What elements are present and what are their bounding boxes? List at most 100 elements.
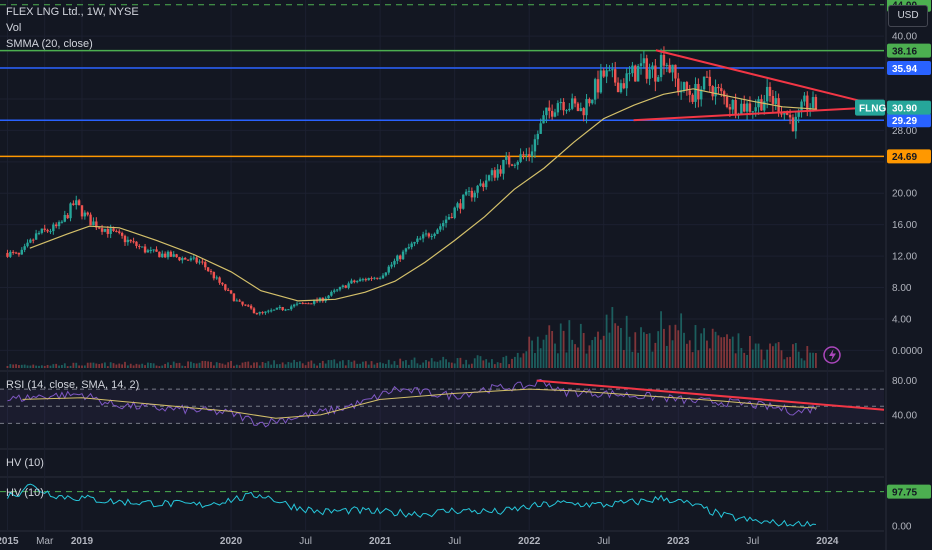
candle-body [287, 309, 290, 311]
candle-body [158, 251, 161, 258]
level-price-tag-label: 35.94 [892, 64, 917, 75]
candle-body [361, 279, 365, 281]
candle-body [427, 233, 431, 237]
volume-bar [390, 364, 393, 368]
volume-bar [78, 365, 81, 368]
candle-body [103, 228, 107, 232]
volume-bar [803, 360, 806, 368]
candle-body [651, 65, 654, 70]
candle-body [682, 82, 686, 91]
candle-body [226, 289, 230, 291]
volume-bar [264, 362, 267, 368]
candle-body [731, 99, 734, 110]
candle-body [390, 264, 393, 267]
volume-bar [746, 354, 748, 368]
level-price-tag [887, 61, 931, 76]
level-price-tag-label: 29.29 [892, 116, 917, 127]
candle-body [814, 97, 818, 111]
volume-bar [161, 365, 164, 368]
candle-body [765, 86, 769, 102]
volume-bar [20, 364, 23, 368]
rsi-legend[interactable]: RSI (14, close, SMA, 14, 2) [6, 379, 140, 391]
candle-body [539, 123, 542, 134]
candle-body [424, 233, 428, 235]
last-price-tag [887, 100, 931, 115]
time-axis[interactable]: 2015 Mar 2019 2020 Jul 2021 Jul 2022 Jul 2023 Jul 2… [0, 536, 839, 547]
level-price-tag [887, 43, 931, 58]
volume-bar [69, 365, 72, 368]
volume-bar [66, 366, 69, 368]
volume-bar [224, 364, 227, 368]
volume-bar [38, 365, 40, 368]
candle-body [95, 221, 98, 228]
candle-body [295, 303, 299, 305]
volume-bar [551, 330, 554, 368]
volume-bar [359, 363, 361, 368]
candle-body [232, 293, 236, 301]
volume-bar [152, 363, 155, 368]
volume-bar [642, 332, 645, 368]
candle-body [614, 69, 617, 83]
level-lines-layer [0, 4, 884, 158]
symbol-title[interactable]: FLEX LNG Ltd., 1W, NYSE [6, 6, 139, 18]
volume-bar [568, 320, 571, 368]
volume-legend[interactable]: Vol [6, 22, 22, 34]
grid-layer [0, 0, 884, 531]
candle-body [330, 291, 333, 296]
candle-body [269, 310, 273, 312]
volume-bar [298, 361, 301, 368]
volume-bar [708, 348, 711, 368]
candle-body [579, 108, 583, 112]
rsi-trendline [536, 379, 885, 411]
volume-bar [571, 339, 574, 368]
volume-bar [436, 361, 439, 368]
candle-body [556, 103, 560, 113]
candle-body [674, 64, 677, 79]
volume-bar [370, 361, 373, 368]
volume-bar [462, 364, 465, 368]
hv-legend[interactable]: HV (10) [6, 487, 44, 499]
candle-body [100, 228, 104, 232]
volume-bar [422, 362, 425, 368]
candle-body [235, 300, 238, 302]
volume-bar [582, 332, 585, 368]
volume-bar [706, 340, 708, 368]
volume-bar [663, 328, 665, 368]
candle-body [416, 238, 419, 242]
volume-bar [628, 336, 631, 368]
volume-bar [138, 364, 141, 368]
volume-bar [671, 340, 674, 368]
candle-body [659, 54, 663, 78]
candle-body [344, 285, 347, 288]
volume-bar [399, 358, 402, 368]
candle-body [433, 233, 436, 237]
candle-body [307, 303, 310, 305]
candle-body [507, 156, 511, 165]
smma-legend[interactable]: SMMA (20, close) [6, 38, 93, 50]
candle-body [106, 228, 109, 234]
candle-body [505, 156, 508, 160]
currency-button[interactable]: USD [888, 5, 928, 27]
volume-bar [72, 362, 75, 368]
candle-body [616, 82, 620, 93]
volume-bar [800, 358, 803, 368]
volume-bar [376, 362, 379, 368]
candle-body [806, 95, 809, 110]
volume-bar [528, 336, 531, 368]
volume-bar [155, 365, 158, 368]
volume-bar [98, 363, 101, 368]
candle-body [788, 114, 792, 118]
candle-body [370, 278, 373, 280]
candle-body [565, 110, 568, 112]
volume-bar [622, 350, 625, 368]
candle-body [310, 303, 313, 305]
volume-bar [516, 352, 519, 368]
volume-bar [344, 365, 347, 368]
candle-body [593, 79, 597, 100]
candle-body [6, 252, 9, 257]
candle-body [545, 107, 548, 116]
candle-body [163, 253, 167, 258]
hv-legend-empty[interactable]: HV (10) [6, 457, 44, 469]
